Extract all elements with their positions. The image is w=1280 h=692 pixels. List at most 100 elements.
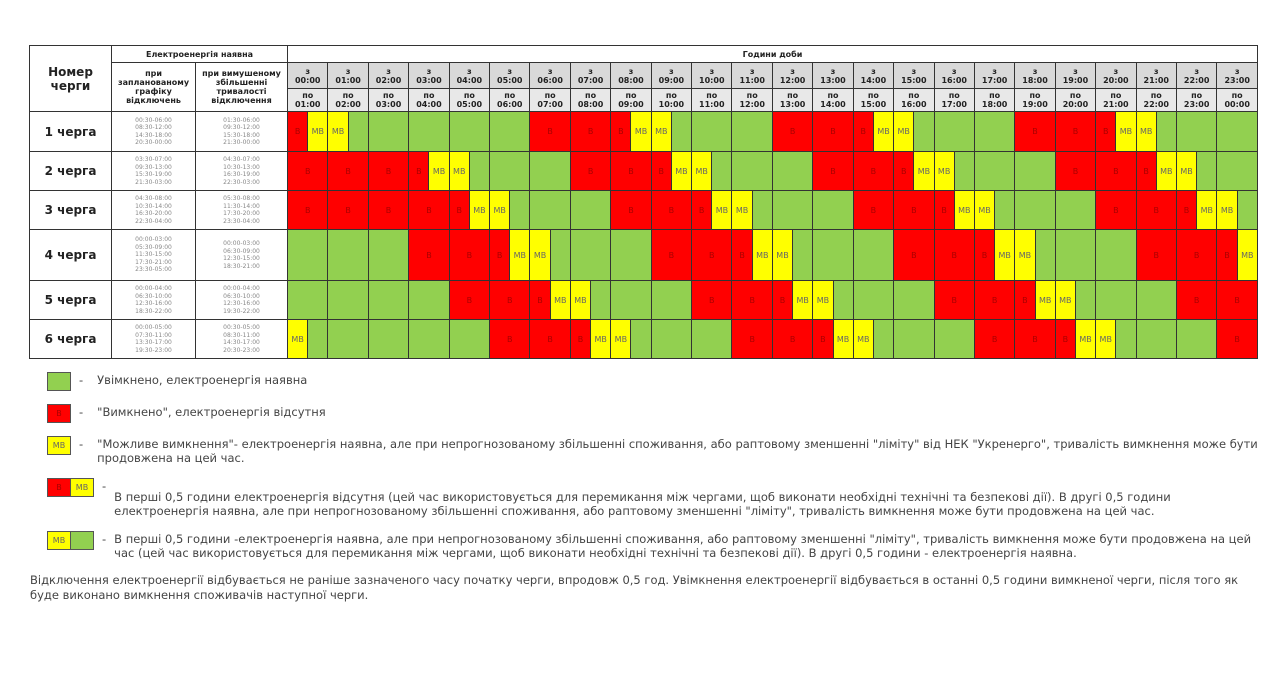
off-slot: В [288, 191, 328, 229]
hour-cell: В [691, 280, 733, 320]
maybe-off-slot: МВ [1196, 191, 1217, 229]
on-slot [368, 112, 409, 151]
maybe-off-slot: МВ [1074, 320, 1096, 358]
time-range: 06:30-10:00 [135, 292, 172, 300]
hour-cell: В [1216, 280, 1258, 320]
maybe-off-slot: МВ [934, 152, 954, 190]
off-slot: В [853, 191, 894, 229]
time-range: 11:30-14:00 [223, 202, 260, 210]
hour-from: з 01:00 [327, 62, 369, 89]
on-slot [751, 191, 772, 229]
maybe-off-slot: МВ [530, 230, 550, 280]
maybe-off-slot: МВ [692, 152, 712, 190]
forced-times: 00:30-05:00 08:30-11:00 14:30-17:00 20:30-2… [194, 319, 289, 359]
hour-from: з 06:00 [529, 62, 571, 89]
hour-cell: МВ [569, 280, 612, 320]
off-slot: В [570, 320, 591, 358]
hour-cell [367, 111, 410, 152]
maybe-off-slot: МВ [428, 152, 449, 190]
off-slot: В [449, 191, 469, 229]
hour-cell: В [569, 111, 612, 152]
maybe-off-slot: МВ [872, 112, 894, 151]
off-slot: В [1015, 281, 1035, 319]
maybe-off-slot: МВ [1236, 230, 1258, 280]
off-slot: В [692, 191, 712, 229]
on-slot [832, 281, 853, 319]
hour-cell [852, 229, 895, 281]
maybe-off-slot: МВ [1155, 152, 1176, 190]
on-slot [934, 112, 974, 151]
hour-cell: МВ [287, 319, 329, 359]
on-slot [974, 152, 1015, 190]
hour-cell: В [771, 319, 814, 359]
hour-cell: В МВ [287, 111, 329, 152]
hour-cell [489, 151, 531, 191]
time-range: 00:00-05:00 [135, 324, 172, 331]
legend-item: В МВ - В перші 0,5 години електроенергія ві… [47, 478, 1258, 518]
hour-cell: В [1014, 111, 1056, 152]
hour-cell [489, 111, 531, 152]
on-slot [894, 281, 934, 319]
time-range: 23:30-05:00 [135, 266, 172, 274]
off-slot: В [409, 152, 429, 190]
hour-cell: В [1095, 151, 1137, 191]
hour-cell: В [852, 151, 895, 191]
on-slot [692, 320, 732, 358]
hour-from: з 07:00 [569, 62, 612, 89]
maybe-off-slot: МВ [630, 112, 651, 151]
hour-to: по 06:00 [489, 88, 531, 112]
off-slot: В [611, 152, 651, 190]
hour-cell: В [812, 111, 854, 152]
hour-cell: В [489, 319, 531, 359]
time-range: 14:30-17:00 [223, 339, 260, 346]
maybe-off-slot: МВ [590, 320, 611, 358]
hour-to: по 04:00 [408, 88, 450, 112]
time-range: 03:30-07:00 [135, 156, 172, 163]
hour-cell: В [529, 319, 571, 359]
off-slot: В [732, 320, 772, 358]
hour-cell [367, 280, 410, 320]
planned-times: 04:30-08:00 10:30-14:00 16:30-20:00 22:30-0… [111, 190, 196, 230]
on-slot [288, 230, 328, 280]
hour-cell [1095, 229, 1137, 281]
on-slot [1074, 281, 1096, 319]
on-slot [711, 152, 732, 190]
legend-dash: - [79, 405, 84, 419]
off-slot: В [368, 152, 409, 190]
legend-dash: - [102, 532, 107, 546]
hour-cell [569, 190, 612, 230]
hour-cell [610, 280, 652, 320]
hour-from: з 20:00 [1095, 62, 1137, 89]
hour-from: з 23:00 [1216, 62, 1258, 89]
queue-row: 4 черга 00:00-03:00 05:30-09:00 11:30-15:00… [29, 229, 1258, 281]
hour-to: по 00:00 [1216, 88, 1258, 112]
on-slot [490, 152, 530, 190]
off-slot: В [1176, 230, 1217, 280]
on-slot [792, 230, 813, 280]
planned-times: 00:00-03:00 05:30-09:00 11:30-15:00 17:30-2… [111, 229, 196, 281]
schedule-table: Номер черги Електроенергія наявна Години… [29, 45, 1258, 359]
off-slot: В [813, 112, 853, 151]
hour-from: з 14:00 [852, 62, 895, 89]
off-slot: В [732, 230, 752, 280]
time-range: 20:30-23:00 [223, 346, 260, 354]
on-slot [307, 320, 328, 358]
hour-cell: В [691, 229, 733, 281]
hour-cell: В МВ [489, 229, 531, 281]
legend-swatch-box: МВ [47, 436, 71, 455]
off-slot: В [570, 112, 611, 151]
on-slot [1096, 281, 1136, 319]
off-slot: В [853, 112, 873, 151]
off-slot: В [894, 230, 934, 280]
hour-cell: МВ [1216, 190, 1258, 230]
hour-cell [852, 280, 895, 320]
hour-cell [650, 280, 693, 320]
hour-cell: МВ [1175, 151, 1218, 191]
off-slot: В [1096, 152, 1136, 190]
legend-text: В перші 0,5 години -електроенергія наявн… [114, 532, 1252, 560]
time-range: 21:30-03:00 [135, 178, 172, 186]
hour-cell: МВ [1135, 111, 1177, 152]
on-slot [328, 320, 368, 358]
maybe-off-slot: МВ [468, 191, 490, 229]
maybe-off-slot: МВ [449, 152, 469, 190]
